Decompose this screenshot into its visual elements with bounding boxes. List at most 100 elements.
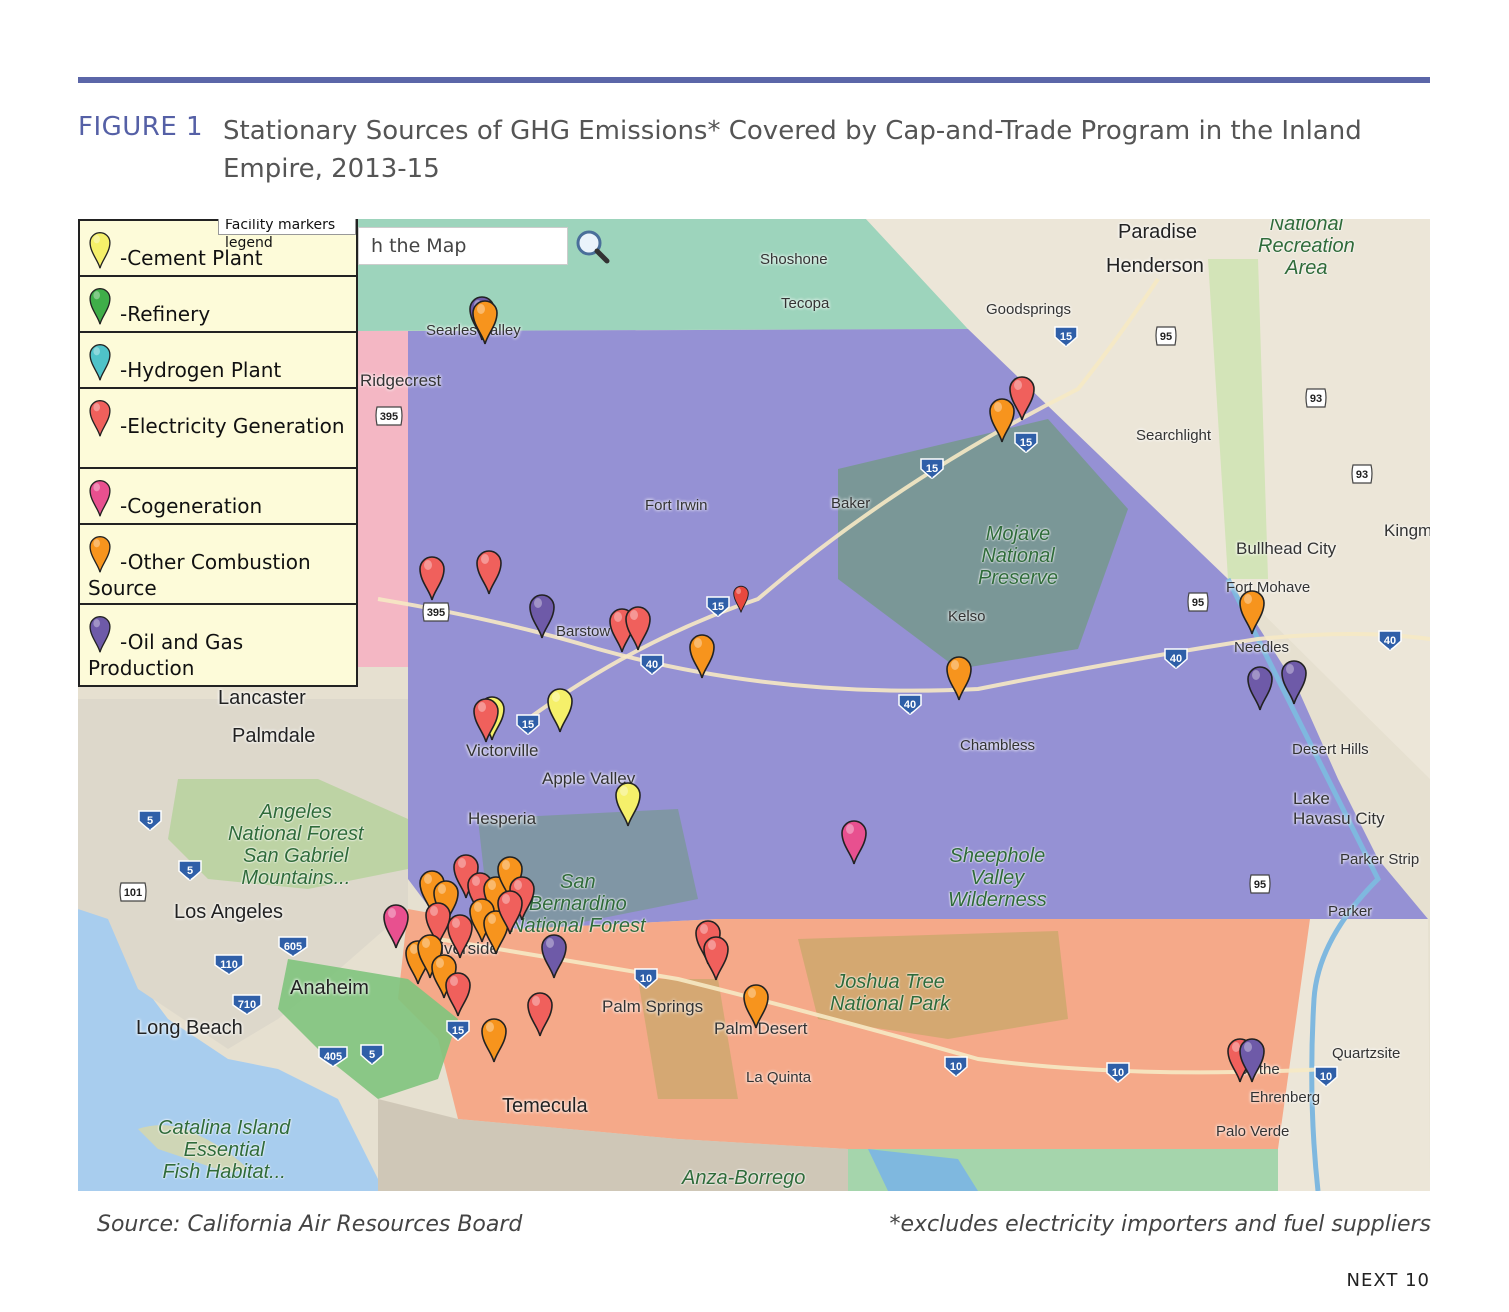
us-route-shield-icon: 93 [1305, 388, 1327, 408]
electricity-marker-icon[interactable] [444, 971, 472, 1017]
park-label: Mojave National Preserve [978, 523, 1059, 589]
cogeneration-pin-icon [88, 479, 118, 519]
shield-number: 5 [369, 1049, 375, 1061]
shield-number: 40 [1170, 653, 1182, 665]
cogeneration-marker-icon[interactable] [840, 819, 868, 865]
other-marker-icon[interactable] [471, 299, 499, 345]
electricity-marker-icon[interactable] [424, 901, 452, 947]
other-pin-icon [88, 535, 118, 575]
place-label: Fort Irwin [645, 497, 708, 514]
park-label: National Recreation Area [1258, 219, 1355, 279]
legend-label: -Cement Plant [120, 246, 263, 270]
place-label: Los Angeles [174, 901, 283, 923]
place-label: Ridgecrest [360, 371, 442, 390]
other-marker-icon[interactable] [480, 1017, 508, 1063]
cogeneration-marker-icon[interactable] [382, 903, 410, 949]
shield-number: 110 [220, 959, 238, 971]
electricity-marker-icon[interactable] [1008, 375, 1036, 421]
location-pin-icon[interactable] [732, 585, 750, 613]
electricity-pin-icon [88, 399, 118, 439]
shield-number: 5 [187, 865, 193, 877]
legend-item-electricity: -Electricity Generation [80, 389, 356, 469]
place-label: Quartzsite [1332, 1045, 1401, 1062]
shield-number: 95 [1254, 879, 1266, 891]
us-route-shield-icon: 395 [422, 602, 450, 622]
interstate-shield-icon: 5 [138, 810, 162, 831]
shield-number: 40 [904, 699, 916, 711]
us-route-shield-icon: 95 [1155, 326, 1177, 346]
electricity-marker-icon[interactable] [702, 935, 730, 981]
other-marker-icon[interactable] [1238, 589, 1266, 635]
shield-number: 93 [1356, 469, 1368, 481]
oilgas-pin-icon [88, 615, 118, 655]
shield-number: 95 [1192, 597, 1204, 609]
electricity-marker-icon[interactable] [475, 549, 503, 595]
park-label: Joshua Tree National Park [830, 971, 951, 1015]
us-route-shield-icon: 93 [1351, 464, 1373, 484]
place-label: Needles [1234, 639, 1290, 656]
interstate-shield-icon: 15 [1054, 326, 1078, 347]
interstate-shield-icon: 15 [706, 596, 730, 617]
us-route-shield-icon: 95 [1249, 874, 1271, 894]
electricity-marker-icon[interactable] [446, 913, 474, 959]
shield-number: 10 [640, 973, 652, 985]
other-marker-icon[interactable] [945, 655, 973, 701]
search-input[interactable]: h the Map [358, 227, 568, 265]
map-panel[interactable]: Paradise Henderson Shoshone Tecopa Goodsprin… [78, 219, 1430, 1191]
park-label: Sheephole Valley Wilderness [948, 845, 1047, 911]
place-label: Long Beach [136, 1017, 243, 1039]
interstate-shield-icon: 40 [640, 654, 664, 675]
shield-number: 10 [1112, 1067, 1124, 1079]
legend-tooltip: Facility markers legend [218, 219, 356, 251]
interstate-shield-icon: 710 [232, 994, 262, 1015]
source-note: Source: California Air Resources Board [97, 1212, 523, 1237]
place-label: Lancaster [218, 687, 306, 709]
shield-number: 93 [1310, 393, 1322, 405]
place-label: Anaheim [290, 977, 369, 999]
place-label: Baker [831, 495, 871, 512]
other-marker-icon[interactable] [688, 633, 716, 679]
interstate-shield-icon: 110 [214, 954, 244, 975]
shield-number: 40 [646, 659, 658, 671]
electricity-marker-icon[interactable] [526, 991, 554, 1037]
top-rule [78, 77, 1430, 83]
figure-label: FIGURE 1 [78, 112, 204, 142]
oilgas-marker-icon[interactable] [540, 933, 568, 979]
us-route-shield-icon: 95 [1187, 592, 1209, 612]
electricity-marker-icon[interactable] [624, 605, 652, 651]
electricity-marker-icon[interactable] [496, 889, 524, 935]
place-label: Palm Springs [602, 997, 704, 1016]
legend-label: -Refinery [120, 302, 211, 326]
place-label: La Quinta [746, 1069, 812, 1086]
shield-number: 395 [380, 411, 398, 423]
place-label: Palm Desert [714, 1019, 808, 1038]
oilgas-marker-icon[interactable] [528, 593, 556, 639]
interstate-shield-icon: 10 [1106, 1062, 1130, 1083]
shield-number: 15 [926, 463, 938, 475]
place-label: Paradise [1118, 221, 1197, 243]
oilgas-marker-icon[interactable] [1246, 665, 1274, 711]
shield-number: 101 [124, 887, 142, 899]
legend-item-cogeneration: -Cogeneration [80, 469, 356, 525]
cement-marker-icon[interactable] [546, 687, 574, 733]
oilgas-marker-icon[interactable] [1238, 1037, 1266, 1083]
figure-title: Stationary Sources of GHG Emissions* Cov… [223, 116, 1362, 184]
other-marker-icon[interactable] [482, 909, 510, 955]
other-marker-icon[interactable] [742, 983, 770, 1029]
legend-item-refinery: -Refinery [80, 277, 356, 333]
legend-label: -Hydrogen Plant [120, 358, 282, 382]
other-marker-icon[interactable] [418, 869, 446, 915]
other-marker-icon[interactable] [988, 397, 1016, 443]
cement-marker-icon[interactable] [614, 781, 642, 827]
interstate-shield-icon: 15 [516, 714, 540, 735]
oilgas-marker-icon[interactable] [1280, 659, 1308, 705]
footnote: *excludes electricity importers and fuel… [889, 1212, 1431, 1237]
us-route-shield-icon: 101 [119, 882, 147, 902]
electricity-marker-icon[interactable] [418, 555, 446, 601]
place-label: Searchlight [1136, 427, 1212, 444]
electricity-marker-icon[interactable] [472, 697, 500, 743]
search-icon[interactable] [573, 227, 611, 265]
interstate-shield-icon: 605 [278, 936, 308, 957]
interstate-shield-icon: 5 [360, 1044, 384, 1065]
place-label: Parker [1328, 903, 1373, 920]
